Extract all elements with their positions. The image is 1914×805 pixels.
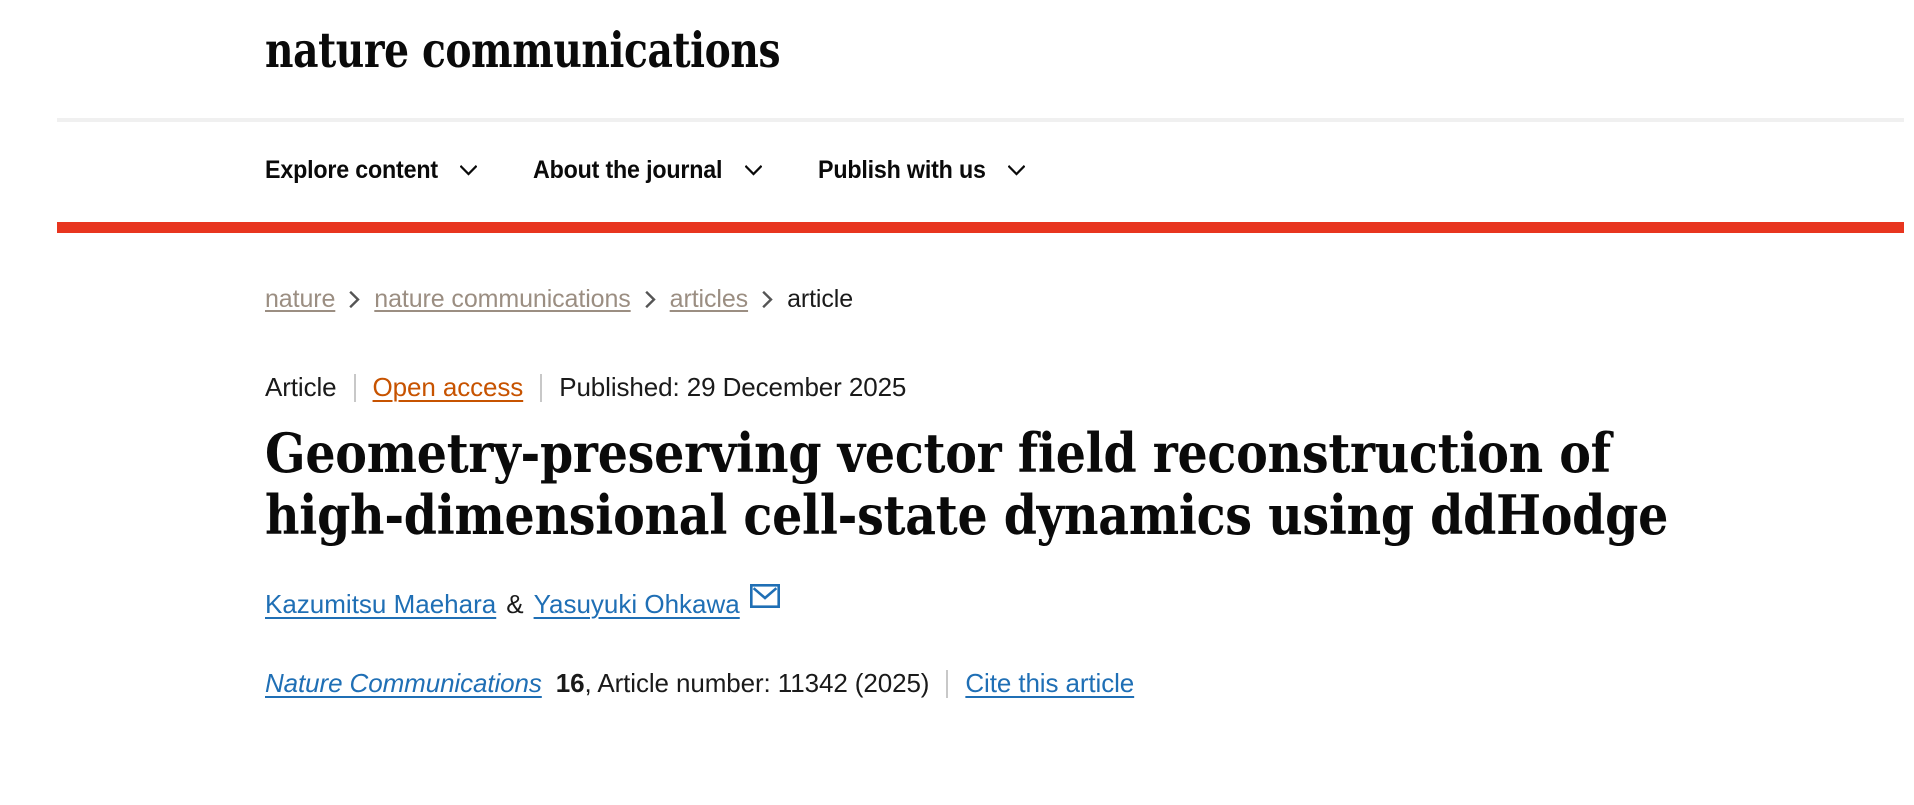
- nav-item-label: Explore content: [265, 155, 438, 184]
- meta-separator: [946, 669, 949, 698]
- chevron-down-icon: [745, 164, 763, 176]
- nav-item-label: About the journal: [532, 155, 723, 184]
- breadcrumb: nature nature communications articles ar…: [265, 233, 1914, 314]
- meta-separator: [353, 373, 356, 402]
- masthead: nature communications: [0, 0, 1914, 78]
- author-link-yasuyuki-ohkawa[interactable]: Yasuyuki Ohkawa: [533, 588, 740, 619]
- cite-this-article-link[interactable]: Cite this article: [965, 668, 1135, 698]
- chevron-down-icon: [1007, 164, 1025, 176]
- header-divider: [57, 118, 1904, 122]
- open-access-link[interactable]: Open access: [372, 372, 524, 402]
- article-type-label: Article: [265, 372, 337, 402]
- breadcrumb-item-article: article: [787, 285, 854, 313]
- brand-rule: [57, 222, 1904, 233]
- published-date: Published: 29 December 2025: [559, 372, 907, 402]
- meta-separator: [540, 373, 543, 402]
- page-title: Geometry-preserving vector field reconst…: [265, 422, 1825, 546]
- author-conjunction: &: [506, 588, 524, 619]
- breadcrumb-item-nature[interactable]: nature: [265, 285, 336, 313]
- author-list: Kazumitsu Maehara & Yasuyuki Ohkawa: [265, 584, 1914, 624]
- page-title-line-2: high-dimensional cell-state dynamics usi…: [265, 483, 1669, 547]
- page-title-line-1: Geometry-preserving vector field reconst…: [265, 421, 1611, 485]
- breadcrumb-item-articles[interactable]: articles: [669, 285, 749, 313]
- chevron-down-icon: [459, 164, 477, 176]
- journal-logo[interactable]: nature communications: [265, 21, 781, 79]
- nav-item-publish-with-us[interactable]: Publish with us: [818, 155, 1025, 185]
- main-navigation: Explore content About the journal Publis…: [0, 122, 1914, 218]
- nav-item-explore-content[interactable]: Explore content: [265, 156, 477, 185]
- citation-volume: 16: [555, 668, 585, 698]
- chevron-right-icon: [349, 291, 361, 308]
- nav-item-about-the-journal[interactable]: About the journal: [533, 156, 763, 185]
- chevron-right-icon: [762, 291, 773, 308]
- citation-article-number: , Article number: 11342 (2025): [584, 668, 930, 698]
- author-link-kazumitsu-maehara[interactable]: Kazumitsu Maehara: [265, 588, 497, 619]
- nav-item-label: Publish with us: [818, 155, 987, 184]
- article-header-content: nature nature communications articles ar…: [0, 233, 1914, 699]
- article-meta: Article Open access Published: 29 Decemb…: [265, 372, 1914, 403]
- chevron-right-icon: [644, 291, 656, 308]
- breadcrumb-item-nature-communications[interactable]: nature communications: [374, 285, 631, 313]
- envelope-icon[interactable]: [749, 584, 780, 608]
- citation-line: Nature Communications 16 , Article numbe…: [265, 668, 1914, 699]
- journal-link[interactable]: Nature Communications: [265, 668, 542, 698]
